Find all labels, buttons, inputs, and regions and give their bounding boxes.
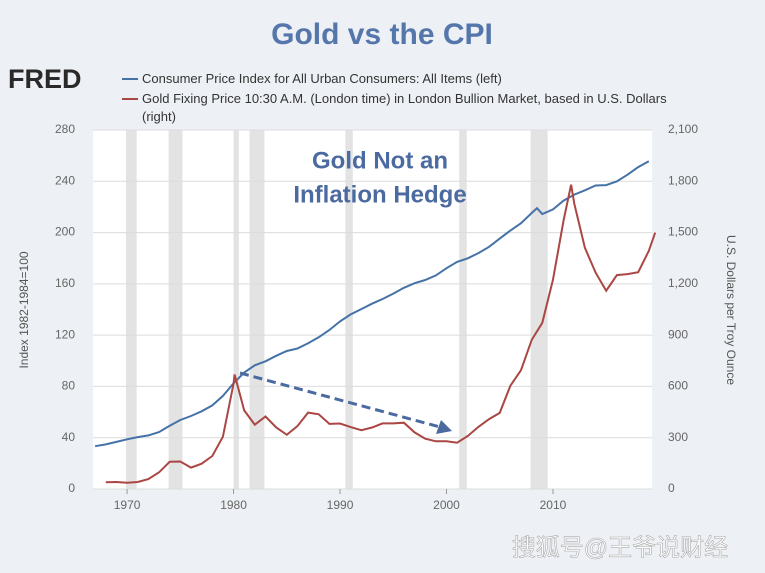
y2-tick-label: 1,500 xyxy=(668,225,698,239)
recession-band xyxy=(126,130,137,489)
y-tick-label: 0 xyxy=(68,481,75,495)
y-tick-label: 40 xyxy=(62,430,76,444)
recession-band xyxy=(459,130,467,489)
x-tick-label: 1970 xyxy=(114,498,141,512)
y2-tick-label: 2,100 xyxy=(668,122,698,136)
y2-tick-label: 300 xyxy=(668,430,688,444)
recession-band xyxy=(168,130,183,489)
logo: FRED xyxy=(8,64,82,94)
y2-tick-label: 1,800 xyxy=(668,173,698,187)
annotation: Gold Not an xyxy=(312,147,448,174)
x-tick-label: 1980 xyxy=(220,498,247,512)
chart-title: Gold vs the CPI xyxy=(271,18,493,51)
recession-band xyxy=(233,130,239,489)
plot-area xyxy=(93,130,652,489)
annotation: Inflation Hedge xyxy=(293,181,466,208)
y-tick-label: 160 xyxy=(55,276,75,290)
arrow-head xyxy=(436,420,452,434)
legend-swatch xyxy=(122,78,138,80)
legend-label: Consumer Price Index for All Urban Consu… xyxy=(142,71,502,86)
arrow xyxy=(239,371,441,429)
y-tick-label: 80 xyxy=(62,379,76,393)
x-tick-label: 2010 xyxy=(540,498,567,512)
y-tick-label: 280 xyxy=(55,122,75,136)
legend-swatch xyxy=(122,98,138,100)
y2-tick-label: 900 xyxy=(668,327,688,341)
y2-tick-label: 600 xyxy=(668,379,688,393)
legend-item: Consumer Price Index for All Urban Consu… xyxy=(122,70,702,88)
legend-label: Gold Fixing Price 10:30 A.M. (London tim… xyxy=(142,91,667,124)
series-line xyxy=(94,160,650,448)
recession-band xyxy=(530,130,548,489)
watermark: 搜狐号@王爷说财经 xyxy=(512,534,728,561)
y2-tick-label: 1,200 xyxy=(668,276,698,290)
y-tick-label: 240 xyxy=(55,173,75,187)
y2-axis-label: U.S. Dollars per Troy Ounce xyxy=(724,235,738,385)
y-tick-label: 120 xyxy=(55,327,75,341)
legend-item: Gold Fixing Price 10:30 A.M. (London tim… xyxy=(122,90,702,126)
y-axis-label: Index 1982-1984=100 xyxy=(17,251,31,368)
y-tick-label: 200 xyxy=(55,225,75,239)
recession-band xyxy=(345,130,353,489)
y2-tick-label: 0 xyxy=(668,481,675,495)
x-tick-label: 1990 xyxy=(327,498,354,512)
x-tick-label: 2000 xyxy=(433,498,460,512)
recession-band xyxy=(249,130,265,489)
series-line xyxy=(105,184,657,484)
